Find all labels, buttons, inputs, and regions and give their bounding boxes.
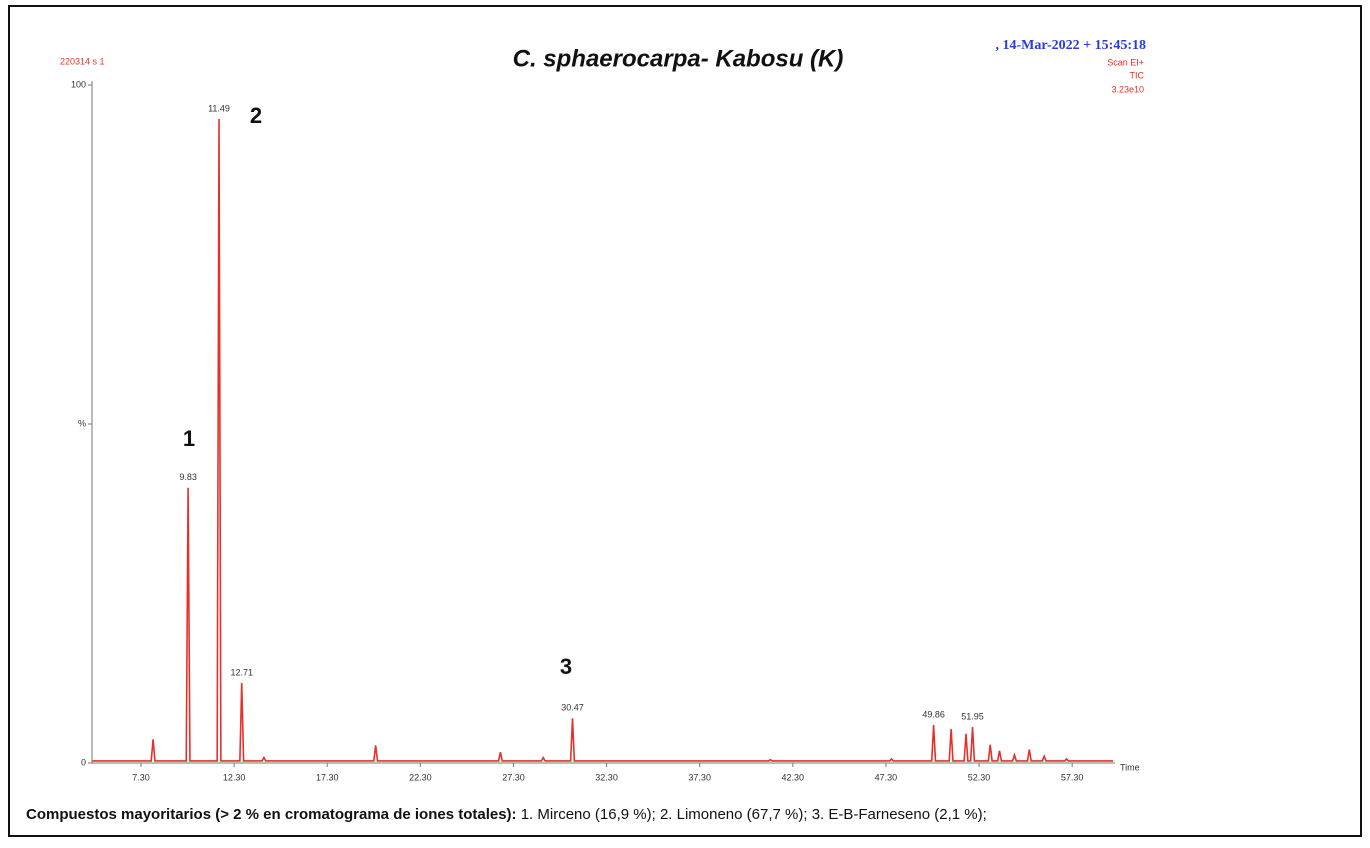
x-tick-label: 52.30 [968, 772, 991, 782]
x-tick-label: 22.30 [409, 772, 432, 782]
peak-label: 11.49 [208, 103, 230, 113]
peak-label: 12.71 [230, 667, 253, 677]
peak-number: 2 [250, 103, 262, 128]
x-tick-label: 47.30 [875, 772, 898, 782]
x-tick-label: 7.30 [132, 772, 150, 782]
x-tick-label: 27.30 [502, 772, 525, 782]
y-tick-label: 100 [71, 79, 86, 89]
x-tick-label: 17.30 [316, 772, 339, 782]
peak-label: 49.86 [922, 709, 945, 719]
caption: Compuestos mayoritarios (> 2 % en cromat… [26, 806, 987, 823]
peak-label: 30.47 [561, 703, 584, 713]
x-tick-label: 12.30 [223, 772, 246, 782]
peak-label: 51.95 [961, 711, 984, 721]
chart-title: C. sphaerocarpa- Kabosu (K) [513, 45, 844, 72]
peak-number: 1 [183, 426, 195, 451]
peak-label: 9.83 [179, 472, 197, 482]
x-tick-label: 57.30 [1061, 772, 1084, 782]
y-tick-label: % [78, 418, 86, 428]
scan-mode: Scan EI+ [1107, 57, 1144, 67]
x-tick-label: 37.30 [688, 772, 711, 782]
x-tick-label: 42.30 [782, 772, 805, 782]
caption-text: 1. Mirceno (16,9 %); 2. Limoneno (67,7 %… [521, 806, 987, 823]
caption-bold: Compuestos mayoritarios (> 2 % en cromat… [26, 806, 517, 823]
x-axis-label: Time [1120, 762, 1140, 772]
full-scale: 3.23e10 [1111, 84, 1144, 94]
sample-id: 220314 s 1 [60, 56, 105, 66]
y-tick-label: 0 [81, 757, 86, 767]
x-tick-label: 32.30 [595, 772, 618, 782]
frame [8, 5, 1362, 837]
timestamp: , 14-Mar-2022 + 15:45:18 [995, 38, 1146, 53]
trace: TIC [1130, 70, 1145, 80]
trace-line [92, 118, 1114, 762]
peak-number: 3 [560, 654, 572, 679]
